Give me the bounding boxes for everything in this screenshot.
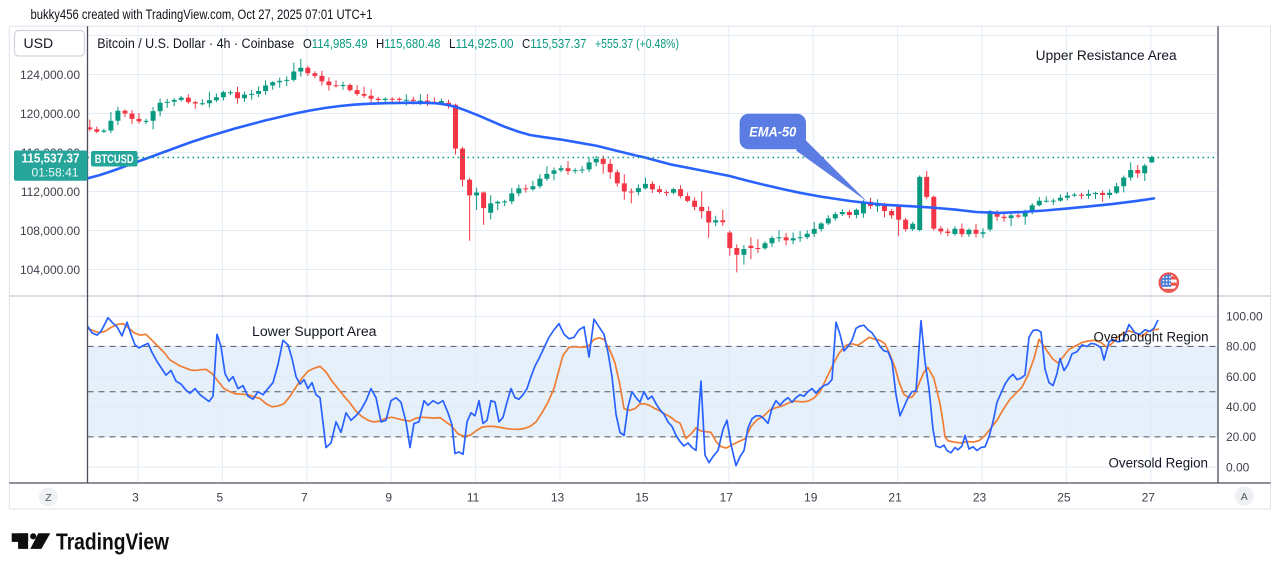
- svg-text:108,000.00: 108,000.00: [20, 224, 80, 238]
- svg-text:Z: Z: [45, 492, 52, 504]
- svg-text:5: 5: [217, 490, 224, 504]
- svg-text:EMA-50: EMA-50: [749, 124, 796, 140]
- svg-text:20.00: 20.00: [1226, 430, 1256, 444]
- svg-text:Lower Support Area: Lower Support Area: [252, 324, 377, 339]
- svg-text:115,537.37: 115,537.37: [22, 152, 80, 166]
- svg-text:USD: USD: [24, 35, 54, 51]
- svg-text:104,000.00: 104,000.00: [20, 263, 80, 277]
- svg-text:9: 9: [385, 490, 392, 504]
- svg-text:25: 25: [1057, 490, 1071, 504]
- svg-text:11: 11: [467, 490, 480, 504]
- svg-text:A: A: [1241, 491, 1248, 503]
- svg-text:Oversold Region: Oversold Region: [1109, 456, 1209, 471]
- svg-text:27: 27: [1142, 490, 1156, 504]
- svg-text:100.00: 100.00: [1226, 310, 1263, 324]
- svg-text:L114,925.00: L114,925.00: [449, 36, 514, 51]
- svg-text:13: 13: [551, 490, 565, 504]
- svg-text:TradingView: TradingView: [56, 529, 169, 555]
- svg-text:Bitcoin / U.S. Dollar · 4h · C: Bitcoin / U.S. Dollar · 4h · Coinbase: [97, 36, 294, 51]
- svg-text:3: 3: [132, 490, 139, 504]
- svg-text:17: 17: [720, 490, 734, 504]
- svg-text:60.00: 60.00: [1226, 370, 1256, 384]
- svg-text:Upper Resistance Area: Upper Resistance Area: [1036, 48, 1177, 63]
- svg-text:19: 19: [804, 490, 818, 504]
- svg-text:01:58:41: 01:58:41: [32, 165, 79, 179]
- svg-text:+555.37 (+0.48%): +555.37 (+0.48%): [595, 36, 679, 51]
- svg-text:O114,985.49: O114,985.49: [303, 36, 368, 51]
- svg-text:112,000.00: 112,000.00: [21, 185, 80, 199]
- svg-text:40.00: 40.00: [1226, 400, 1256, 414]
- svg-text:0.00: 0.00: [1226, 460, 1250, 474]
- svg-text:7: 7: [301, 490, 308, 504]
- svg-text:bukky456 created with TradingV: bukky456 created with TradingView.com, O…: [31, 7, 373, 22]
- svg-text:Overbought Region: Overbought Region: [1094, 330, 1209, 345]
- svg-text:H115,680.48: H115,680.48: [376, 36, 441, 51]
- svg-text:80.00: 80.00: [1226, 340, 1256, 354]
- svg-text:15: 15: [635, 490, 649, 504]
- svg-text:124,000.00: 124,000.00: [20, 68, 80, 82]
- svg-text:C115,537.37: C115,537.37: [522, 36, 587, 51]
- svg-text:BTCUSD: BTCUSD: [95, 154, 134, 166]
- svg-text:23: 23: [973, 490, 987, 504]
- svg-text:21: 21: [888, 490, 902, 504]
- svg-text:120,000.00: 120,000.00: [20, 107, 80, 121]
